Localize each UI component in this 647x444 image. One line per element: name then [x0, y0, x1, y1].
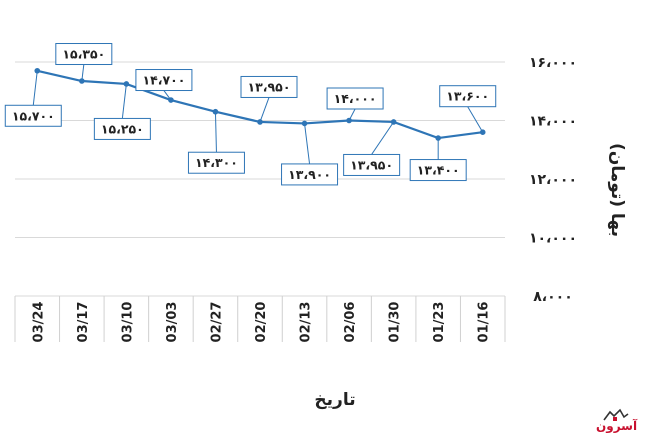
brand-logo-icon — [603, 408, 629, 421]
x-tick-label: 01/30 — [388, 302, 403, 343]
y-axis-ticks: ۸،۰۰۰ ۱۰،۰۰۰ ۱۲،۰۰۰ ۱۴،۰۰۰ ۱۶،۰۰۰ — [529, 55, 577, 305]
data-labels: ۱۵،۷۰۰ ۱۵،۳۵۰ ۱۵،۲۵۰ ۱۴،۷۰۰ ۱۴،۳۰۰ ۱۳،۹۵۰ ۱۳،۹… — [4, 43, 497, 186]
x-tick-label: 02/06 — [343, 302, 358, 343]
data-label-box — [135, 69, 193, 92]
data-label: ۱۴،۳۰۰ — [195, 155, 238, 170]
x-axis-title: تاریخ — [314, 390, 355, 410]
x-axis — [14, 296, 506, 342]
data-label-box — [4, 104, 62, 127]
data-label: ۱۴،۷۰۰ — [142, 73, 185, 88]
data-point — [390, 119, 397, 125]
data-point — [212, 108, 219, 115]
data-label: ۱۳،۶۰۰ — [446, 89, 489, 104]
data-point — [435, 135, 441, 141]
data-label: ۱۳،۹۵۰ — [248, 79, 291, 94]
data-point — [301, 120, 308, 127]
series-line — [34, 67, 486, 141]
x-tick-label: 03/10 — [120, 302, 135, 343]
label-leader-line — [214, 111, 217, 153]
data-point — [168, 97, 174, 103]
y-tick-label: ۱۲،۰۰۰ — [529, 172, 577, 188]
label-leader-line — [371, 121, 395, 155]
x-tick-label: 02/13 — [299, 302, 314, 343]
data-label-box — [343, 153, 401, 176]
brand-logo: آسرون — [596, 408, 638, 433]
data-point — [79, 78, 85, 84]
data-label: ۱۳،۴۰۰ — [417, 163, 460, 178]
data-label: ۱۵،۳۵۰ — [62, 47, 105, 62]
data-label-box — [55, 43, 113, 66]
y-tick-label: ۱۴،۰۰۰ — [529, 114, 577, 130]
data-label-box — [409, 159, 467, 182]
data-point — [479, 129, 486, 135]
y-tick-label: ۱۶،۰۰۰ — [529, 55, 577, 71]
label-leader-line — [259, 97, 270, 123]
data-label: ۱۳،۹۵۰ — [350, 157, 393, 172]
x-tick-label: 03/17 — [76, 302, 91, 343]
data-label: ۱۳،۹۰۰ — [288, 167, 331, 182]
x-tick-label: 02/27 — [209, 302, 224, 343]
label-leader-line — [467, 106, 484, 133]
data-label: ۱۴،۰۰۰ — [334, 91, 377, 106]
data-label-box — [439, 85, 497, 108]
data-label-box — [240, 75, 298, 98]
data-label: ۱۵،۷۰۰ — [12, 108, 55, 123]
y-tick-label: ۸،۰۰۰ — [533, 289, 573, 305]
data-label-box — [326, 87, 384, 110]
y-tick-label: ۱۰،۰۰۰ — [529, 231, 577, 247]
x-tick-label: 02/20 — [254, 302, 269, 343]
label-leader-line — [121, 83, 127, 119]
data-point — [123, 81, 130, 87]
data-label-box — [281, 163, 339, 186]
x-tick-label: 01/23 — [432, 302, 447, 343]
x-axis-ticks: 03/24 03/17 03/10 03/03 02/27 02/20 02/13 02/06… — [31, 302, 491, 343]
data-point — [346, 117, 352, 124]
label-leader-line — [32, 70, 38, 106]
data-label-box — [187, 151, 245, 174]
y-axis-title: بها (تومان) — [607, 143, 627, 237]
data-point — [34, 67, 41, 74]
data-point — [257, 119, 263, 125]
data-label: ۱۵،۲۵۰ — [101, 121, 144, 136]
x-tick-label: 03/24 — [31, 302, 46, 343]
data-label-box — [93, 117, 151, 140]
x-tick-label: 03/03 — [165, 302, 180, 343]
brand-logo-text: آسرون — [596, 419, 638, 433]
label-leader-line — [304, 123, 311, 164]
x-tick-label: 01/16 — [477, 302, 492, 343]
